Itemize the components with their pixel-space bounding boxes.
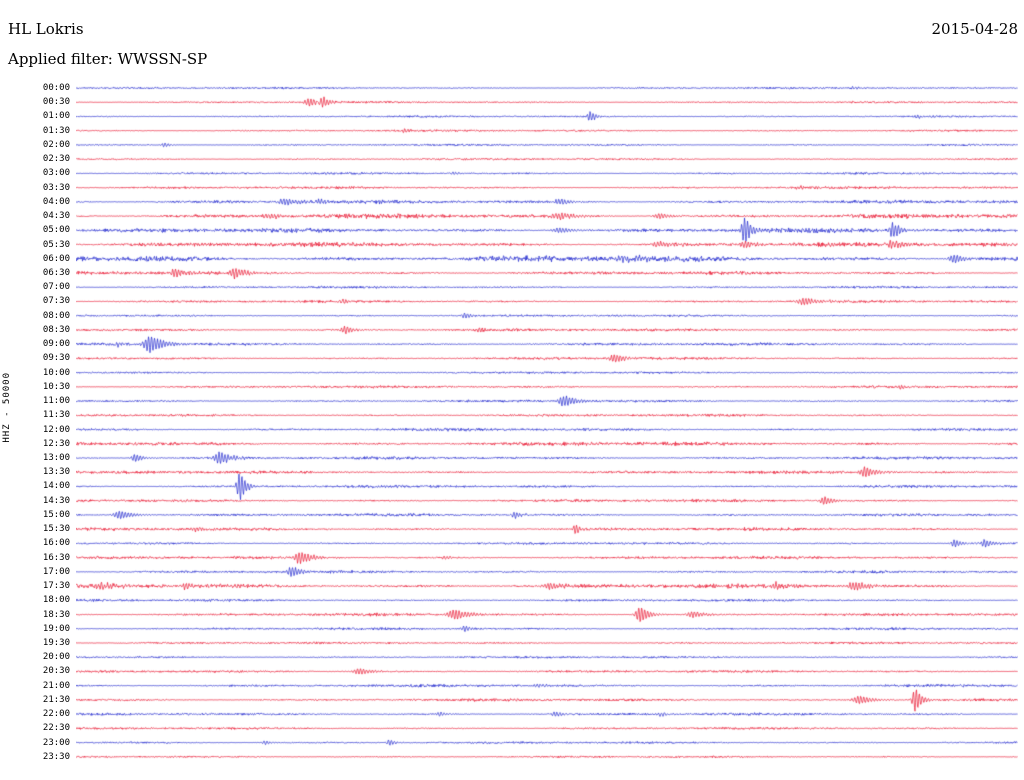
time-label: 23:00	[42, 737, 70, 748]
time-label: 22:30	[42, 723, 70, 734]
time-label: 05:00	[42, 225, 70, 236]
time-label: 17:30	[42, 581, 70, 592]
time-label: 06:00	[42, 253, 70, 264]
time-label: 03:00	[42, 168, 70, 179]
time-label: 01:30	[42, 125, 70, 136]
time-label: 08:00	[42, 310, 70, 321]
time-label: 18:00	[42, 595, 70, 606]
time-label: 00:00	[42, 83, 70, 93]
time-label: 19:00	[42, 623, 70, 634]
time-label: 17:00	[42, 566, 70, 577]
time-label: 19:30	[42, 637, 70, 648]
time-label: 14:30	[42, 495, 70, 506]
time-label: 09:00	[42, 339, 70, 350]
time-label: 08:30	[42, 324, 70, 335]
time-label: 09:30	[42, 353, 70, 364]
time-label: 14:00	[42, 481, 70, 492]
helicorder-canvas	[76, 80, 1018, 778]
time-label: 13:30	[42, 467, 70, 478]
filter-label: Applied filter: WWSSN-SP	[8, 50, 208, 68]
time-label: 21:00	[42, 680, 70, 691]
time-label: 11:30	[42, 410, 70, 421]
time-label: 23:30	[42, 751, 70, 762]
time-label: 10:30	[42, 381, 70, 392]
date-label: 2015-04-28	[931, 20, 1018, 38]
time-label: 15:00	[42, 509, 70, 520]
time-label: 11:00	[42, 396, 70, 407]
time-label: 03:30	[42, 182, 70, 193]
time-label: 06:30	[42, 267, 70, 278]
time-label: 12:00	[42, 424, 70, 435]
time-label: 22:00	[42, 709, 70, 720]
time-label: 16:00	[42, 538, 70, 549]
time-label: 04:00	[42, 196, 70, 207]
time-label: 15:30	[42, 524, 70, 535]
time-label: 16:30	[42, 552, 70, 563]
time-label: 05:30	[42, 239, 70, 250]
time-label: 10:00	[42, 367, 70, 378]
time-label: 18:30	[42, 609, 70, 620]
time-label: 02:30	[42, 154, 70, 165]
time-label: 20:00	[42, 652, 70, 663]
time-label: 01:00	[42, 111, 70, 122]
time-label: 21:30	[42, 694, 70, 705]
time-label: 07:00	[42, 282, 70, 293]
time-label: 13:00	[42, 452, 70, 463]
time-label: 04:30	[42, 211, 70, 222]
time-label: 00:30	[42, 97, 70, 108]
time-label: 20:30	[42, 666, 70, 677]
time-label: 02:00	[42, 139, 70, 150]
time-label: 07:30	[42, 296, 70, 307]
time-label: 12:30	[42, 438, 70, 449]
station-title: HL Lokris	[8, 20, 84, 38]
